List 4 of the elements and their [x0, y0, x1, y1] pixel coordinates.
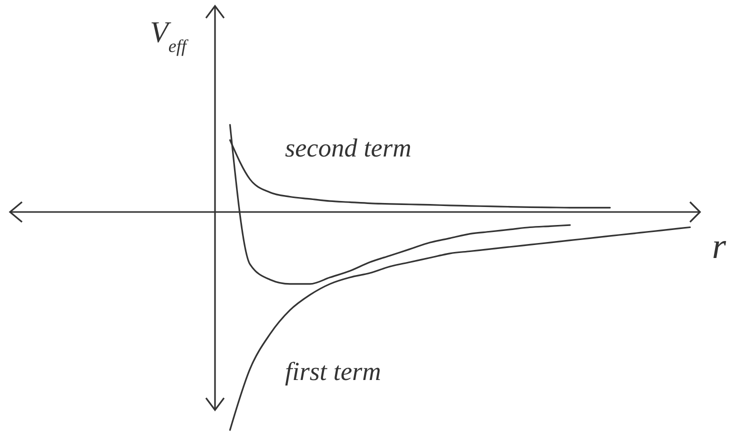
x-axis-title: r: [712, 226, 727, 266]
series-label: first term: [285, 357, 382, 386]
y-axis-title: V$_{eff}$: [150, 16, 190, 56]
series-label: second term: [285, 134, 412, 163]
